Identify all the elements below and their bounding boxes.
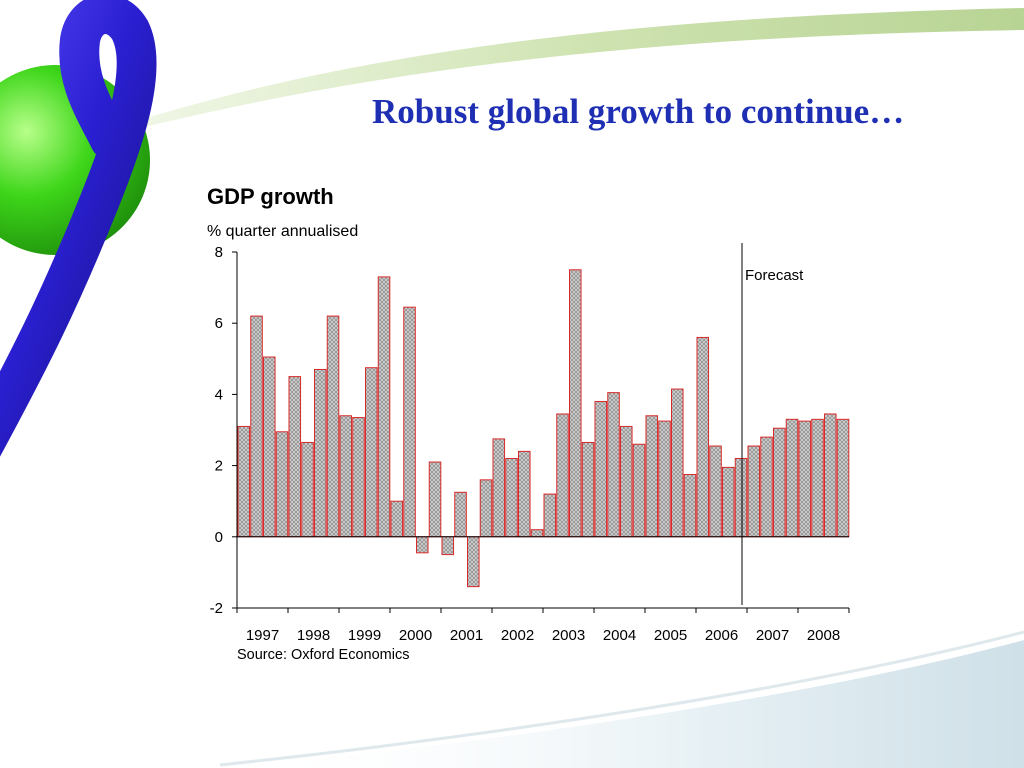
bar bbox=[530, 529, 544, 538]
bar bbox=[836, 418, 850, 538]
bar bbox=[288, 376, 302, 538]
bar bbox=[390, 500, 404, 538]
bar bbox=[454, 491, 467, 538]
bar bbox=[339, 415, 353, 538]
x-tick-label: 2000 bbox=[399, 627, 432, 644]
bar bbox=[709, 445, 722, 538]
y-tick-label: 8 bbox=[215, 244, 223, 261]
y-tick-label: 0 bbox=[215, 529, 223, 546]
bar bbox=[237, 425, 251, 538]
blue-ring-icon bbox=[0, 0, 157, 457]
x-tick-label: 1997 bbox=[246, 627, 279, 644]
x-tick-label: 2007 bbox=[756, 627, 789, 644]
bar bbox=[811, 418, 824, 538]
bar-series bbox=[237, 269, 850, 588]
bar bbox=[722, 466, 735, 538]
bottom-swoosh-line bbox=[219, 630, 1024, 767]
chart-title: GDP growth bbox=[207, 184, 334, 209]
bar bbox=[671, 388, 684, 538]
bar bbox=[352, 417, 365, 538]
x-tick-label: 2008 bbox=[807, 627, 840, 644]
bar bbox=[492, 438, 506, 538]
bar bbox=[594, 401, 608, 538]
chart-subtitle: % quarter annualised bbox=[207, 223, 359, 240]
bar bbox=[314, 368, 327, 538]
bar bbox=[365, 367, 378, 538]
bar bbox=[645, 415, 659, 538]
bar bbox=[620, 425, 633, 538]
bar bbox=[569, 269, 582, 538]
bar bbox=[683, 474, 697, 538]
bar bbox=[747, 445, 761, 538]
axes: -2 0 2 4 6 8 1997 1998 1999 2000 2001 2002 2003 2004 2… bbox=[210, 243, 850, 644]
bar bbox=[416, 536, 429, 554]
bar bbox=[785, 418, 799, 538]
bar bbox=[479, 479, 493, 538]
bar bbox=[326, 315, 340, 538]
y-tick-label: -2 bbox=[210, 600, 223, 617]
x-tick-label: 2001 bbox=[450, 627, 483, 644]
x-tick-label: 1998 bbox=[297, 627, 330, 644]
bar bbox=[581, 441, 595, 538]
y-tick-label: 6 bbox=[215, 315, 223, 332]
x-tick-label: 1999 bbox=[348, 627, 381, 644]
y-tick-label: 2 bbox=[215, 458, 223, 475]
x-tick-label: 2004 bbox=[603, 627, 636, 644]
bar bbox=[773, 427, 786, 538]
bar bbox=[760, 436, 773, 538]
bar bbox=[275, 431, 289, 538]
bar bbox=[301, 441, 314, 538]
y-tick-label: 4 bbox=[215, 386, 223, 403]
bar bbox=[403, 306, 416, 538]
bar bbox=[441, 536, 455, 556]
x-tick-label: 2003 bbox=[552, 627, 585, 644]
forecast-label: Forecast bbox=[745, 267, 804, 284]
x-tick-label: 2002 bbox=[501, 627, 534, 644]
bar bbox=[556, 413, 569, 538]
bar bbox=[696, 336, 710, 538]
bar bbox=[658, 420, 671, 538]
slide-title: Robust global growth to continue… bbox=[372, 92, 905, 131]
bottom-swoosh bbox=[240, 640, 1024, 768]
bar bbox=[505, 457, 518, 538]
bar bbox=[518, 450, 531, 538]
bar bbox=[467, 536, 480, 588]
bar bbox=[734, 457, 748, 538]
x-tick-label: 2006 bbox=[705, 627, 738, 644]
bar bbox=[607, 392, 620, 538]
bar bbox=[250, 315, 263, 538]
bar bbox=[632, 443, 646, 538]
x-tick-label: 2005 bbox=[654, 627, 687, 644]
bar bbox=[428, 461, 442, 538]
chart-source: Source: Oxford Economics bbox=[237, 647, 410, 663]
bar bbox=[798, 420, 812, 538]
bar bbox=[263, 356, 276, 538]
bar bbox=[543, 493, 557, 538]
bar bbox=[377, 276, 391, 538]
top-swoosh bbox=[140, 8, 1024, 128]
bar bbox=[824, 413, 837, 538]
